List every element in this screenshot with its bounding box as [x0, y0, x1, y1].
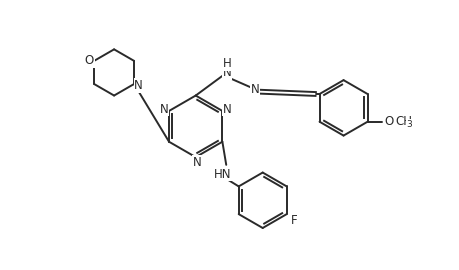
Text: F: F — [290, 214, 297, 227]
Text: O: O — [384, 115, 393, 128]
Text: N: N — [223, 66, 231, 79]
Text: N: N — [134, 79, 143, 92]
Text: H: H — [223, 58, 231, 70]
Text: HN: HN — [213, 168, 230, 181]
Text: N: N — [222, 103, 231, 116]
Text: N: N — [160, 103, 168, 116]
Text: 3: 3 — [405, 120, 411, 129]
Text: N: N — [250, 83, 259, 96]
Text: CH: CH — [394, 115, 411, 128]
Text: N: N — [192, 156, 201, 169]
Text: O: O — [84, 54, 94, 68]
